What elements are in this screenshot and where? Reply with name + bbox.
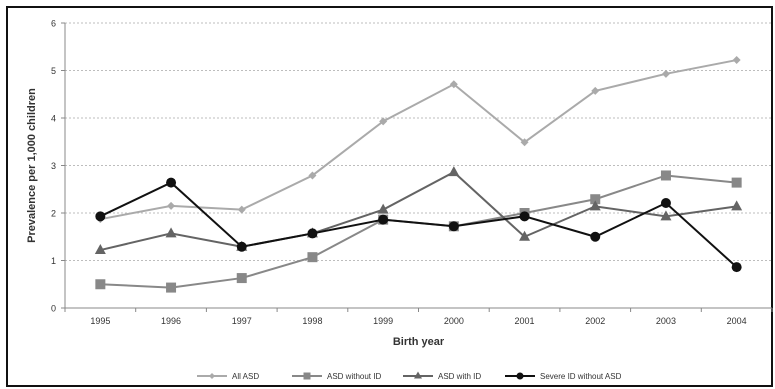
y-tick-label: 3 [51, 161, 56, 171]
data-point-severe-id-without-asd [378, 214, 389, 225]
legend-marker-asd-with-id [414, 371, 422, 379]
data-point-severe-id-without-asd [95, 211, 106, 222]
data-point-severe-id-without-asd [236, 241, 247, 252]
x-tick-label: 2003 [656, 316, 676, 326]
legend-label-asd-without-id: ASD without ID [327, 372, 381, 381]
chart-frame [6, 6, 773, 387]
data-point-all-asd [591, 86, 600, 95]
data-point-asd-with-id [448, 166, 460, 177]
y-tick-label: 1 [51, 256, 56, 266]
x-axis-title: Birth year [393, 336, 445, 348]
data-point-asd-with-id [94, 244, 106, 255]
x-tick-label: 1998 [302, 316, 322, 326]
data-point-severe-id-without-asd [519, 211, 530, 222]
data-point-all-asd [520, 138, 529, 147]
data-point-asd-with-id [377, 203, 389, 214]
series-line-asd-without-id [100, 174, 737, 289]
data-point-asd-with-id [589, 200, 601, 211]
data-point-severe-id-without-asd [731, 262, 742, 273]
data-point-asd-with-id [731, 200, 743, 211]
legend-marker-asd-without-id [303, 372, 311, 380]
data-point-asd-with-id [519, 230, 531, 241]
x-tick-label: 2000 [444, 316, 464, 326]
legend-label-asd-with-id: ASD with ID [438, 372, 481, 381]
data-point-asd-without-id [236, 273, 247, 284]
data-point-asd-without-id [166, 282, 177, 293]
y-axis-title: Prevalence per 1,000 children [26, 88, 38, 243]
legend-marker-severe-id-without-asd [516, 372, 524, 380]
data-point-asd-with-id [165, 227, 177, 238]
data-point-asd-without-id [307, 252, 318, 263]
legend-label-severe-id-without-asd: Severe ID without ASD [540, 372, 622, 381]
y-tick-label: 5 [51, 66, 56, 76]
data-point-all-asd [237, 205, 246, 214]
data-point-all-asd [379, 117, 388, 126]
data-point-severe-id-without-asd [307, 228, 318, 239]
data-point-asd-without-id [95, 279, 106, 290]
data-point-all-asd [661, 69, 670, 78]
x-tick-label: 1996 [161, 316, 181, 326]
x-tick-label: 1995 [90, 316, 110, 326]
data-point-severe-id-without-asd [448, 221, 459, 232]
x-tick-label: 2001 [515, 316, 535, 326]
series-line-asd-with-id [100, 170, 737, 252]
x-tick-label: 2002 [585, 316, 605, 326]
y-tick-label: 6 [51, 19, 56, 29]
data-point-all-asd [732, 56, 741, 65]
series-line-severe-id-without-asd [99, 181, 738, 268]
data-point-severe-id-without-asd [660, 198, 671, 209]
data-point-asd-without-id [590, 194, 601, 205]
y-tick-label: 4 [51, 114, 56, 124]
y-tick-label: 0 [51, 304, 56, 314]
data-point-all-asd [308, 171, 317, 180]
data-point-all-asd [449, 80, 458, 89]
data-point-asd-without-id [660, 170, 671, 181]
x-tick-label: 2004 [727, 316, 747, 326]
x-tick-label: 1999 [373, 316, 393, 326]
y-tick-label: 2 [51, 209, 56, 219]
data-point-asd-with-id [660, 210, 672, 221]
legend-label-all-asd: All ASD [232, 372, 259, 381]
data-point-severe-id-without-asd [590, 231, 601, 242]
legend-marker-all-asd [209, 373, 215, 379]
series-line-all-asd [100, 59, 737, 221]
data-point-severe-id-without-asd [166, 177, 177, 188]
data-point-asd-without-id [731, 177, 742, 188]
data-point-all-asd [167, 201, 176, 210]
x-tick-label: 1997 [232, 316, 252, 326]
